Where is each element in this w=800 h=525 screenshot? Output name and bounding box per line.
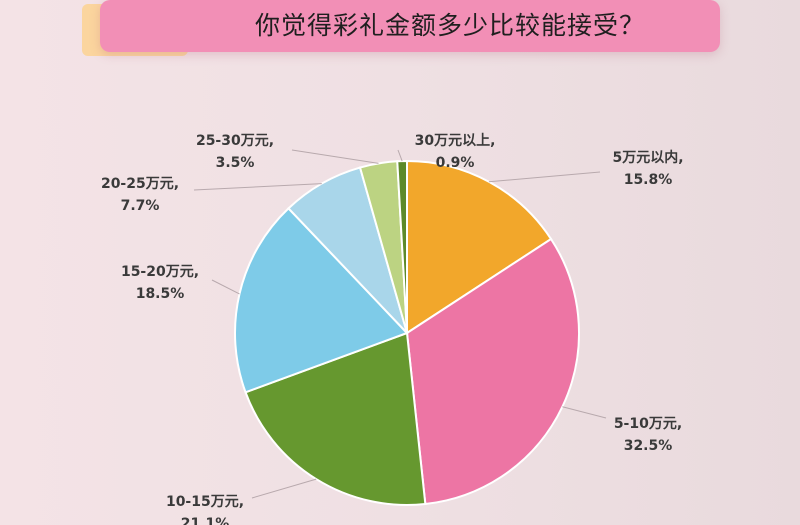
title-banner: [100, 0, 720, 52]
leader-line: [291, 149, 379, 164]
leader-line: [211, 279, 240, 295]
slice-percent-label: 0.9%: [436, 155, 475, 171]
leader-line: [488, 171, 601, 183]
slice-label: 30万元以上,: [415, 133, 496, 149]
slice-label: 10-15万元,: [166, 494, 244, 510]
leader-line: [251, 478, 317, 499]
leader-line: [193, 183, 322, 191]
slice-percent-label: 21.1%: [181, 516, 230, 525]
pie-slice: [234, 206, 409, 394]
slice-label: 5-10万元,: [614, 416, 682, 432]
chart-title: 你觉得彩礼金额多少比较能接受？: [254, 11, 645, 40]
slice-label: 20-25万元,: [101, 176, 179, 192]
leader-line: [562, 406, 607, 419]
slice-label: 25-30万元,: [196, 133, 274, 149]
slice-percent-label: 3.5%: [216, 155, 255, 171]
slice-percent-label: 15.8%: [624, 172, 673, 188]
slice-percent-label: 32.5%: [624, 438, 673, 454]
leader-line: [397, 149, 403, 162]
pie-slice: [396, 159, 408, 334]
slice-percent-label: 18.5%: [136, 286, 185, 302]
slice-label: 5万元以内,: [612, 149, 683, 166]
slice-label: 15-20万元,: [121, 264, 199, 280]
slice-percent-label: 7.7%: [121, 198, 160, 214]
pie-slice: [405, 237, 580, 506]
